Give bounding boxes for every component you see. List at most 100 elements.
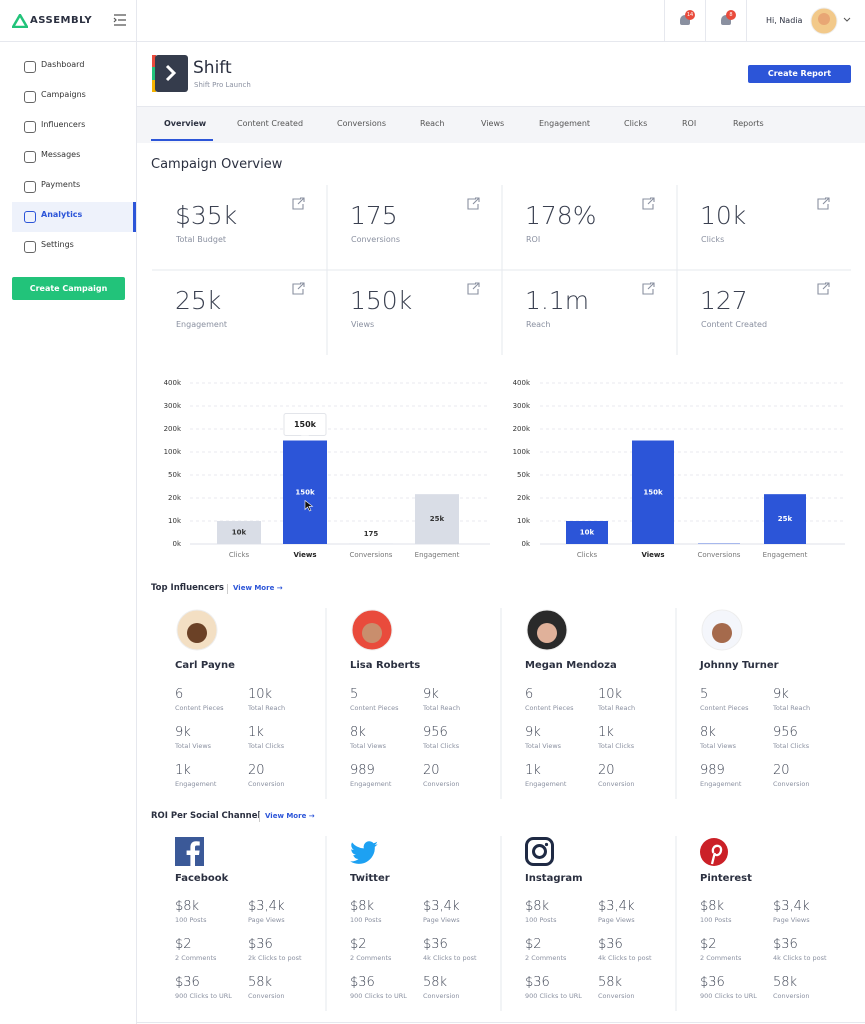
y-tick-label: 0k — [521, 540, 530, 548]
card-stat-value: 9k — [423, 687, 439, 702]
bar-label: 10k — [580, 529, 595, 537]
card-stat-label: 2 Comments — [175, 954, 217, 962]
card-stat-value: 58k — [598, 975, 623, 990]
stat-value: 25k — [175, 286, 222, 315]
card-stat-value: $8k — [700, 899, 725, 914]
card-stat-label: 2 Comments — [700, 954, 742, 962]
tab[interactable]: Clicks — [624, 119, 648, 128]
avatar[interactable] — [810, 7, 838, 35]
stat-value: 127 — [700, 286, 748, 315]
avatar-face — [187, 623, 207, 643]
tab[interactable]: ROI — [682, 119, 697, 128]
stat-value: 175 — [350, 201, 398, 230]
card-stat-label: Content Pieces — [700, 704, 749, 712]
y-tick-label: 10k — [517, 517, 531, 525]
content-bottom — [137, 1022, 865, 1023]
tab[interactable]: Reach — [420, 119, 445, 128]
x-tick-label: Conversions — [698, 551, 741, 559]
card-stat-label: Content Pieces — [175, 704, 224, 712]
card-stat-value: $36 — [525, 975, 550, 990]
card-stat-value: 956 — [773, 725, 798, 740]
notification-icon[interactable] — [680, 15, 690, 25]
tab[interactable]: Conversions — [337, 119, 387, 128]
card-stat-value: $3,4k — [598, 899, 635, 914]
nav-item[interactable]: Dashboard — [41, 60, 85, 69]
card-stat-label: Total Views — [350, 742, 387, 750]
tab[interactable]: Content Created — [237, 119, 304, 128]
card-stat-value: $2 — [175, 937, 192, 952]
y-tick-label: 300k — [513, 402, 531, 410]
stat-value: 178% — [525, 201, 597, 230]
avatar-face — [537, 623, 557, 643]
notification-icon[interactable] — [721, 15, 731, 25]
card-stat-label: Total Reach — [773, 704, 811, 712]
card-stat-value: 58k — [773, 975, 798, 990]
nav-item[interactable]: Messages — [41, 150, 81, 159]
instagram-icon — [525, 837, 554, 866]
view-more-link[interactable]: View More → — [265, 812, 315, 820]
nav-item[interactable]: Payments — [41, 180, 81, 189]
tab[interactable]: Views — [481, 119, 505, 128]
card-stat-label: 100 Posts — [175, 916, 207, 924]
card-stat-value: 10k — [598, 687, 623, 702]
card-stat-label: Page Views — [598, 916, 635, 924]
x-tick-label: Clicks — [577, 551, 598, 559]
section-divider — [259, 812, 260, 822]
view-more-link[interactable]: View More → — [233, 584, 283, 592]
card-stat-value: 1k — [248, 725, 264, 740]
topbar — [137, 0, 865, 42]
card-stat-label: 900 Clicks to URL — [350, 992, 407, 1000]
tab-underline — [151, 139, 213, 141]
menu-toggle[interactable] — [113, 14, 127, 26]
card-stat-label: Total Reach — [423, 704, 461, 712]
card-stat-label: Conversion — [423, 992, 460, 1000]
card-name: Facebook — [175, 873, 229, 884]
tab[interactable]: Engagement — [539, 119, 591, 128]
card-stat-value: $3,4k — [248, 899, 285, 914]
section-title: Top Influencers — [151, 583, 224, 593]
card-stat-label: Engagement — [525, 780, 567, 788]
card-stat-value: 5 — [700, 687, 709, 702]
card-stat-value: 20 — [248, 763, 265, 778]
overview-title: Campaign Overview — [151, 157, 283, 172]
tab[interactable]: Overview — [164, 119, 207, 128]
create-report-button[interactable]: Create Report — [748, 65, 851, 83]
header-title: Shift — [193, 58, 232, 78]
card-stat-value: $36 — [248, 937, 273, 952]
stat-value: 150k — [350, 286, 413, 315]
card-stat-value: $8k — [350, 899, 375, 914]
bar — [764, 494, 806, 544]
bar — [415, 494, 459, 544]
card-stat-label: Total Reach — [598, 704, 636, 712]
cursor — [304, 499, 314, 512]
card-stat-value: 5 — [350, 687, 359, 702]
tab[interactable]: Reports — [733, 119, 764, 128]
card-stat-label: 100 Posts — [525, 916, 557, 924]
card-stat-value: 58k — [423, 975, 448, 990]
badge: 14 — [685, 10, 695, 20]
bar — [566, 521, 608, 544]
avatar — [351, 609, 393, 651]
card-stat-value: $2 — [525, 937, 542, 952]
nav-item[interactable]: Campaigns — [41, 90, 86, 99]
card-stat-label: 100 Posts — [350, 916, 382, 924]
card-stat-label: 4k Clicks to post — [423, 954, 477, 962]
card-stat-value: $36 — [598, 937, 623, 952]
twitter-icon — [350, 841, 378, 864]
nav-item[interactable]: Settings — [41, 240, 74, 249]
card-stat-value: $36 — [350, 975, 375, 990]
card-stat-value: 989 — [350, 763, 375, 778]
nav-item[interactable]: Analytics — [41, 210, 83, 219]
x-tick-label: Conversions — [350, 551, 393, 559]
card-stat-label: Conversion — [773, 780, 810, 788]
instagram-dot — [544, 842, 549, 847]
chevron[interactable] — [843, 17, 851, 23]
bar-label: 150k — [643, 488, 663, 496]
card-name: Twitter — [350, 873, 390, 884]
create-campaign-button[interactable]: Create Campaign — [12, 277, 125, 300]
nav-icon — [24, 181, 36, 193]
card-stat-value: 20 — [423, 763, 440, 778]
stat-label: Clicks — [701, 235, 725, 244]
nav-item[interactable]: Influencers — [41, 120, 86, 129]
project-icon — [152, 55, 188, 92]
